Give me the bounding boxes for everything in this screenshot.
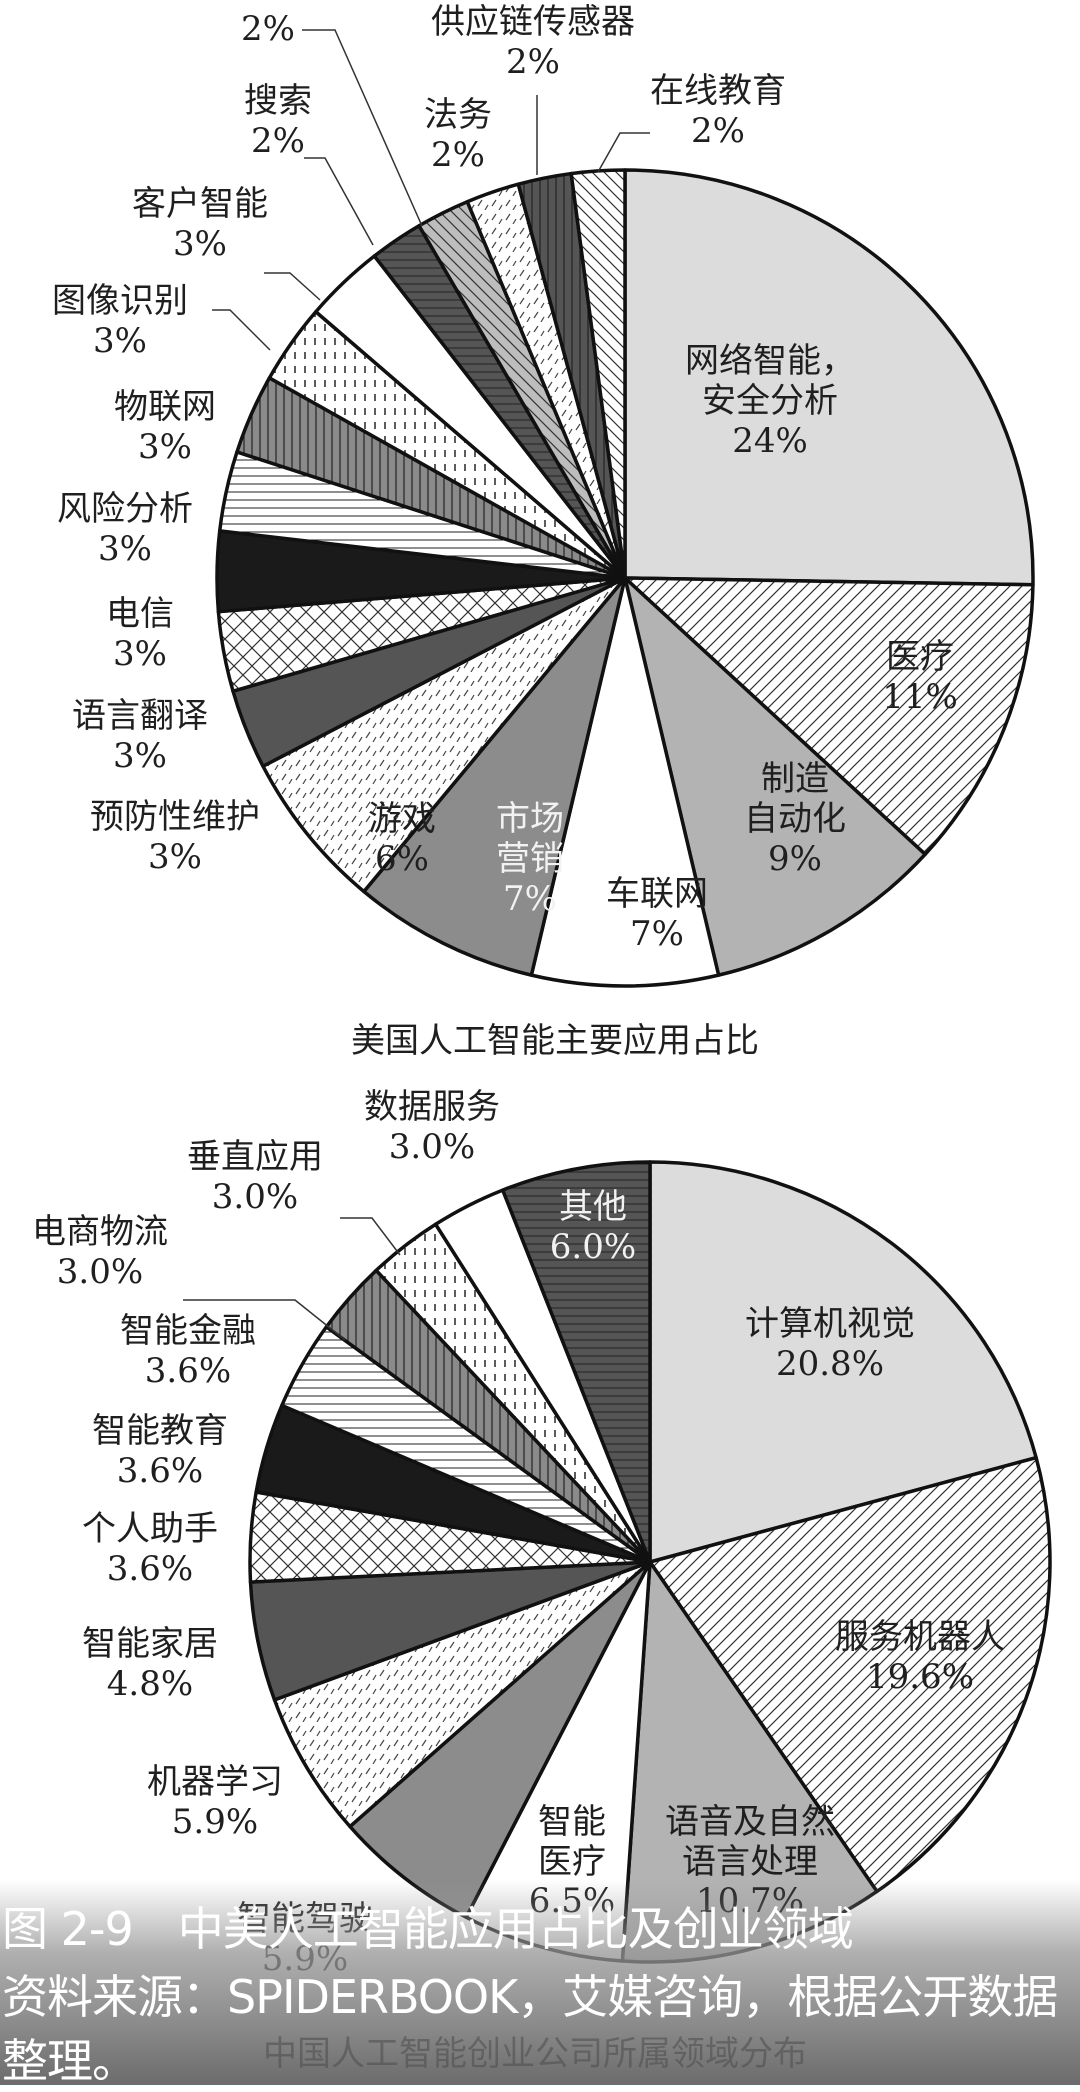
leader-line bbox=[212, 309, 271, 351]
figure-caption: 图 2-9 中美人工智能应用占比及创业领域 bbox=[2, 1902, 854, 1956]
leader-line bbox=[340, 1217, 401, 1256]
slice-label: 法务 2% bbox=[424, 95, 492, 175]
slice-label: 服务机器人 19.6% bbox=[835, 1617, 1005, 1697]
leader-line bbox=[304, 157, 374, 246]
slice-label: 计算机视觉 20.8% bbox=[745, 1304, 915, 1384]
pie-slice bbox=[501, 1160, 652, 1564]
pie-slice bbox=[623, 576, 1035, 857]
slice-label: 语言翻译 3% bbox=[72, 696, 208, 776]
slice-label: 车联网 7% bbox=[606, 874, 708, 954]
slice-label: 智能教育 3.6% bbox=[92, 1411, 228, 1491]
pie-slice bbox=[261, 576, 627, 894]
leader-line bbox=[302, 29, 423, 227]
slice-label: 市场营销 7% bbox=[496, 799, 564, 919]
slice-label: 垂直应用 3.0% bbox=[187, 1137, 323, 1217]
us-chart-title: 美国人工智能主要应用占比 bbox=[351, 1021, 759, 1061]
slice-label: 数据服务 3.0% bbox=[364, 1087, 500, 1167]
slice-label: 智能家居 4.8% bbox=[82, 1624, 218, 1704]
slice-label: 语音及自然语言处理 bbox=[665, 1802, 835, 1882]
slice-label: 电信 3% bbox=[106, 594, 174, 674]
slice-label: 个人助手 3.6% bbox=[82, 1509, 218, 1589]
pie-slice bbox=[362, 576, 627, 977]
caption-overlay: 图 2-9 中美人工智能应用占比及创业领域 资料来源：SPIDERBOOK，艾媒… bbox=[0, 1880, 1080, 2088]
slice-label: 游戏 6% bbox=[368, 799, 436, 879]
slice-label: 医疗 11% bbox=[882, 637, 958, 717]
slice-label: 供应链传感器 2% bbox=[431, 2, 635, 82]
leader-line bbox=[597, 132, 650, 173]
us-pie-labels: 网络智能，安全分析 24% 医疗 11% 制造自动化 9% 车联网 7% 市场营销 7% 游戏 6% 预… bbox=[52, 2, 958, 954]
slice-label: 其他 6.0% bbox=[550, 1187, 636, 1267]
slice-label: 智能医疗 bbox=[538, 1802, 606, 1882]
slice-label: 机器学习 5.9% bbox=[147, 1762, 283, 1842]
slice-label: 预防性维护 3% bbox=[90, 797, 260, 877]
pie-slice bbox=[272, 1560, 652, 1829]
slice-label: 电商物流 3.0% bbox=[32, 1212, 168, 1292]
slice-label: 制造自动化 9% bbox=[744, 759, 846, 879]
pie-slice bbox=[623, 168, 1035, 587]
us-ai-applications-pie bbox=[215, 168, 1035, 988]
pie-slice bbox=[648, 1455, 1052, 1894]
slice-label: 图像识别 3% bbox=[52, 281, 188, 361]
pie-slice bbox=[569, 168, 627, 580]
slice-label: 网络智能，安全分析 24% bbox=[685, 341, 855, 461]
leader-line bbox=[183, 1299, 346, 1341]
pie-slice bbox=[623, 576, 927, 977]
source-line-1: 资料来源：SPIDERBOOK，艾媒咨询，根据公开数据 bbox=[2, 1970, 1058, 2024]
slice-label: 在线教育 2% bbox=[650, 71, 786, 151]
slice-label: 客户智能 3% bbox=[132, 184, 268, 264]
source-line-2: 整理。 bbox=[2, 2034, 138, 2088]
pie-slice bbox=[216, 576, 627, 693]
slice-label: 2% bbox=[241, 9, 295, 49]
pie-slice bbox=[529, 576, 721, 988]
cn-pie-labels: 计算机视觉20.8%服务机器人19.6%语音及自然语言处理10.7%智能医疗6.… bbox=[32, 1087, 1005, 1979]
leader-line bbox=[264, 272, 321, 301]
slice-label: 风险分析 3% bbox=[57, 489, 193, 569]
slice-label: 智能金融 3.6% bbox=[120, 1311, 256, 1391]
slice-label: 物联网 3% bbox=[114, 387, 216, 467]
cn-ai-startups-pie bbox=[248, 1160, 1052, 1964]
slice-label: 搜索 2% bbox=[244, 81, 312, 161]
pie-slice bbox=[648, 1160, 1038, 1564]
